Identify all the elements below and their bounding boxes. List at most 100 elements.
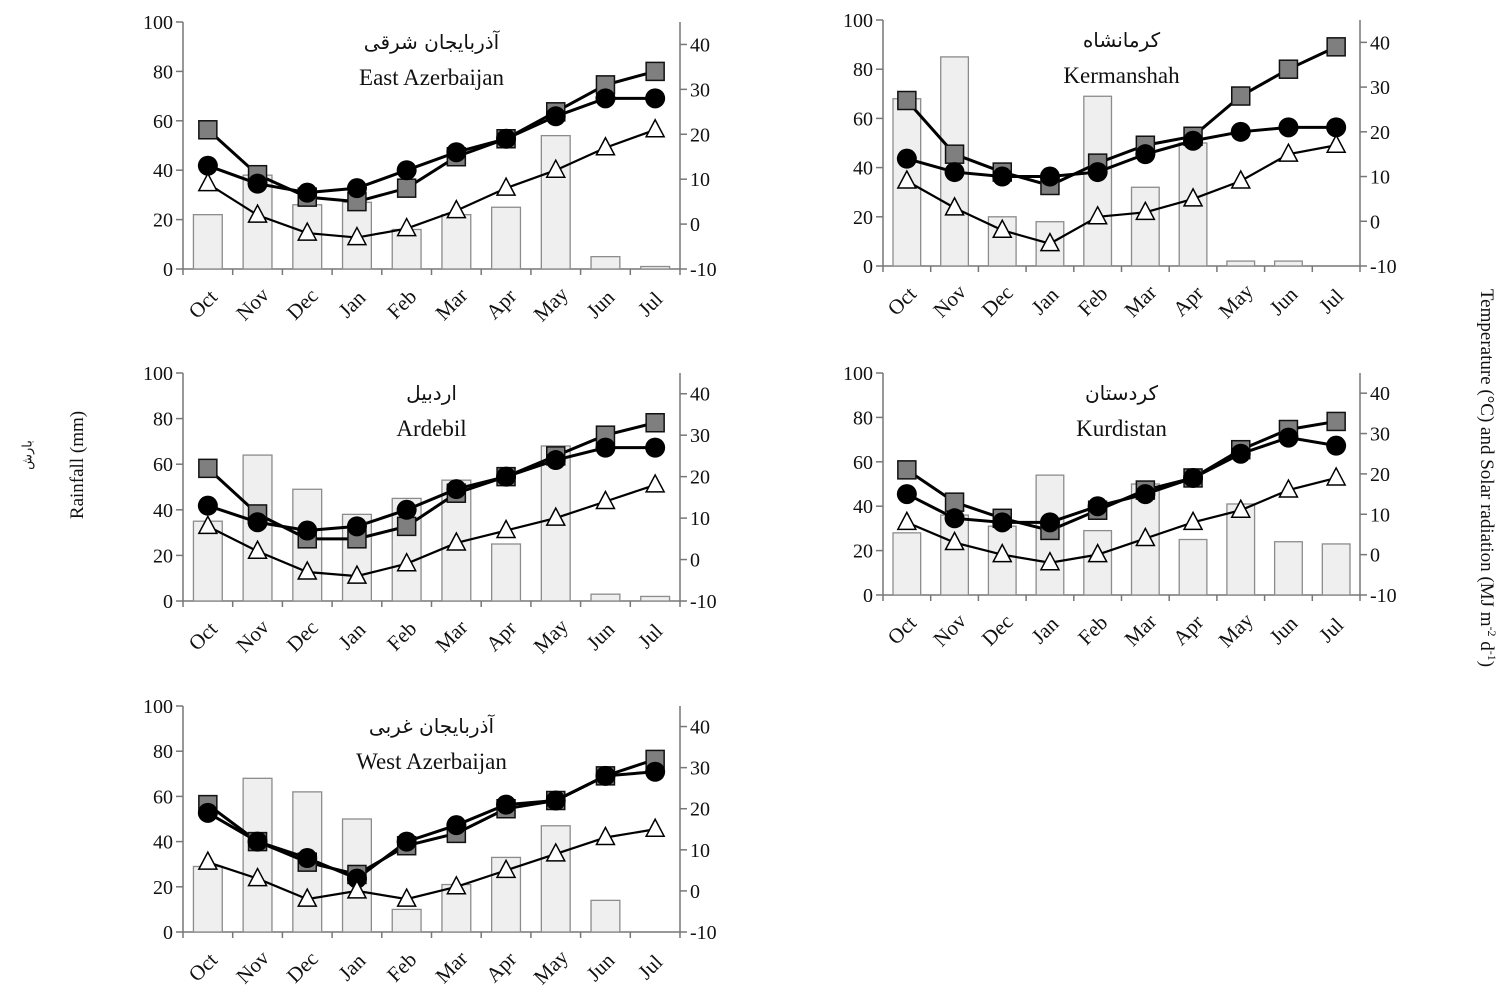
circle-marker <box>297 182 318 203</box>
circle-marker <box>197 155 218 176</box>
x-tick-label: May <box>529 614 574 659</box>
x-tick-label: Apr <box>481 947 521 987</box>
square-marker <box>1326 37 1346 57</box>
series-line-square <box>206 757 656 877</box>
x-tick-label: Jan <box>334 948 371 985</box>
square-marker <box>1278 59 1299 79</box>
right-tick-label: 20 <box>1370 122 1390 144</box>
circle-marker <box>346 868 367 889</box>
triangle-marker <box>495 176 517 196</box>
x-tick-label: Mar <box>431 283 473 325</box>
right-tick-label: 0 <box>1370 211 1380 233</box>
circle-marker <box>1087 162 1108 183</box>
x-tick-label: Dec <box>282 284 323 325</box>
x-tick-label: Oct <box>883 282 922 321</box>
circle-marker <box>944 508 965 529</box>
circle-marker <box>247 173 268 194</box>
triangle-marker <box>297 560 318 580</box>
right-tick-label: 30 <box>690 758 710 780</box>
right-tick-label: 40 <box>1370 383 1390 405</box>
triangle-marker <box>896 169 918 189</box>
square-marker <box>198 458 218 479</box>
left-tick-label: 20 <box>853 207 873 229</box>
left-tick-label: 100 <box>843 363 873 385</box>
circle-marker <box>496 794 517 815</box>
chart-title-fa: اردبیل <box>406 381 457 405</box>
rainfall-bar <box>292 204 323 270</box>
triangle-marker <box>495 518 517 539</box>
chart-title: Kermanshah <box>1063 63 1180 88</box>
right-tick-label: 40 <box>690 717 710 739</box>
rainfall-bar <box>192 865 223 933</box>
x-tick-label: Jan <box>334 617 371 654</box>
series-line-triangle <box>207 128 656 239</box>
square-marker <box>897 90 917 111</box>
x-tick-label: May <box>529 945 574 990</box>
x-tick-label: Mar <box>431 946 473 988</box>
x-tick-label: Jul <box>1314 284 1348 318</box>
series-line-triangle <box>207 828 656 901</box>
circle-marker <box>446 142 467 163</box>
triangle-marker <box>1039 232 1061 252</box>
triangle-marker <box>644 473 666 493</box>
square-marker <box>645 61 665 82</box>
triangle-marker <box>1278 478 1299 498</box>
square-marker <box>396 516 417 537</box>
chart-title: Ardebil <box>396 416 466 441</box>
rainfall-bar <box>391 908 422 933</box>
left-axis-label: Rainfall (mm) <box>67 410 88 520</box>
triangle-marker <box>992 543 1013 563</box>
left-tick-label: 60 <box>153 111 173 133</box>
rainfall-bar <box>940 514 970 596</box>
left-tick-label: 0 <box>863 256 873 278</box>
rainfall-bar <box>1226 260 1256 267</box>
right-tick-label: 30 <box>690 79 710 101</box>
circle-marker <box>297 848 318 869</box>
x-tick-label: Jun <box>582 948 620 986</box>
rainfall-bar <box>490 543 522 602</box>
chart-panel-5: 0 20 40 60 80 100 -10 0 10 20 30 40 Oct Nov Dec Jan Feb M… <box>143 696 717 989</box>
left-tick-label: 40 <box>853 158 873 180</box>
x-tick-label: Jun <box>1265 282 1303 320</box>
x-tick-label: Nov <box>928 279 971 322</box>
square-marker <box>396 178 417 198</box>
circle-marker <box>496 128 517 149</box>
circle-marker <box>396 499 417 520</box>
triangle-marker <box>1135 200 1156 221</box>
circle-marker <box>1183 130 1204 151</box>
rainfall-bar <box>242 777 273 933</box>
right-tick-label: 20 <box>690 467 710 489</box>
triangle-marker <box>197 172 219 192</box>
x-tick-label: Mar <box>1120 280 1162 322</box>
right-tick-label: -10 <box>690 591 717 613</box>
triangle-marker <box>247 203 268 223</box>
circle-marker <box>645 88 666 109</box>
series-line-circle <box>906 125 1337 179</box>
circle-marker <box>396 831 417 852</box>
left-tick-label: 60 <box>153 786 173 808</box>
rainfall-bar <box>1321 543 1351 596</box>
right-tick-label: 10 <box>690 508 710 530</box>
triangle-marker <box>446 531 467 551</box>
circle-marker <box>247 831 268 852</box>
rainfall-bar <box>590 593 621 602</box>
circle-marker <box>1326 117 1347 138</box>
triangle-marker <box>1230 169 1251 189</box>
triangle-marker <box>247 539 268 560</box>
series-line-circle <box>906 436 1337 524</box>
triangle-marker <box>197 850 219 870</box>
left-tick-label: 40 <box>153 832 173 854</box>
x-tick-label: Jul <box>633 950 667 984</box>
circle-marker <box>1326 435 1347 456</box>
x-tick-label: Dec <box>282 947 323 988</box>
right-tick-label: 40 <box>690 384 710 406</box>
triangle-marker <box>396 887 417 907</box>
circle-marker <box>197 495 218 516</box>
left-tick-label: 60 <box>853 108 873 130</box>
right-tick-label: 20 <box>690 799 710 821</box>
x-tick-label: Nov <box>231 945 274 988</box>
triangle-marker <box>644 118 666 138</box>
chart-title-fa: آذربایجان غربی <box>369 713 496 738</box>
circle-marker <box>197 802 218 823</box>
